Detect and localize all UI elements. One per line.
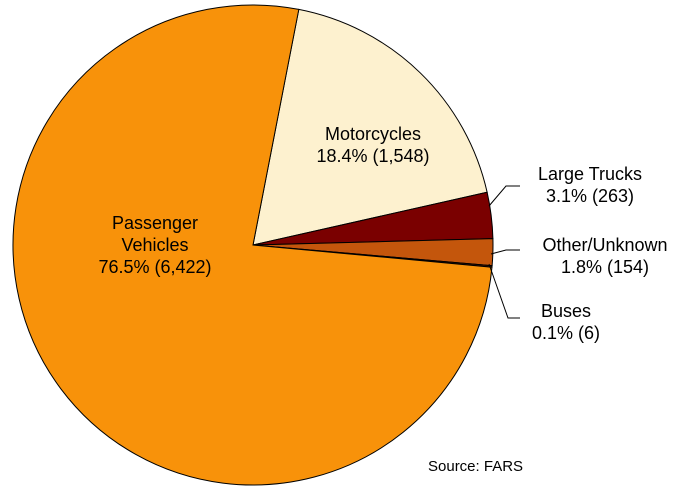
value-label: 0.1% (6) [531,323,601,343]
pie-slice [12,4,493,486]
slice-label: Large Trucks 3.1% (263) [510,163,670,207]
value-label: 18.4% (1,548) [316,146,430,166]
leader-line [488,263,520,319]
category-label: Buses [540,301,592,321]
leader-line [488,185,520,207]
value-label: 3.1% (263) [545,186,635,206]
category-label: Passenger Vehicles [111,213,199,255]
source-note: Source: FARS [428,458,524,475]
leader-line [490,249,520,255]
slice-label: Passenger Vehicles 76.5% (6,422) [75,212,235,278]
category-label: Large Trucks [537,164,643,184]
value-label: 76.5% (6,422) [98,257,212,277]
category-label: Other/Unknown [542,235,668,255]
pie-slice [252,8,488,246]
value-label: 1.8% (154) [560,257,650,277]
slice-label: Other/Unknown 1.8% (154) [515,234,693,278]
category-label: Motorcycles [324,124,422,144]
slice-label: Motorcycles 18.4% (1,548) [273,123,473,167]
slice-label: Buses 0.1% (6) [506,300,626,344]
